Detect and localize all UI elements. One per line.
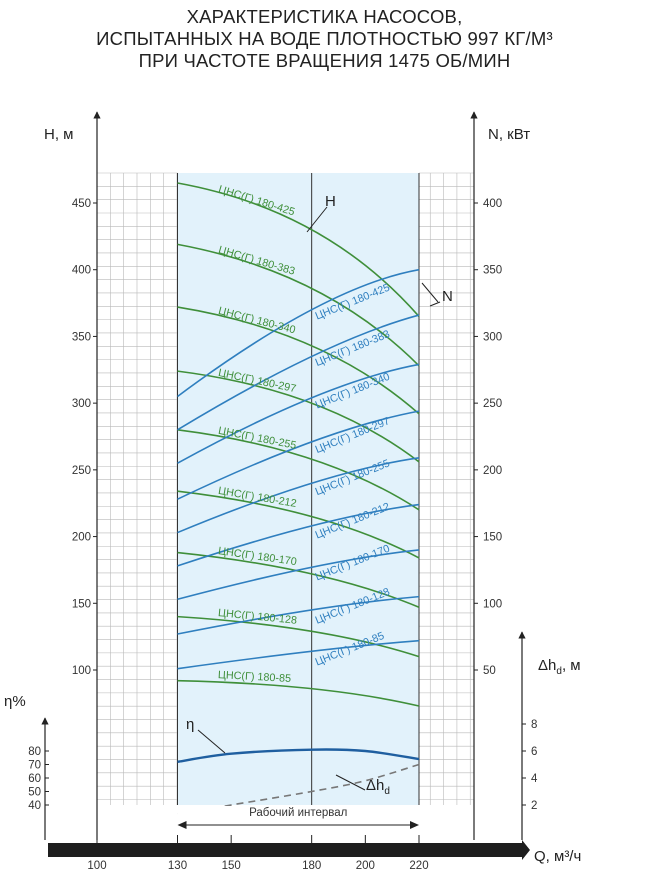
efficiency-tick-label: 80	[28, 746, 41, 758]
power-tick-label: 350	[483, 265, 502, 277]
power-tick-label: 150	[483, 532, 502, 544]
power-curve-2	[177, 363, 420, 464]
x-tick-label: 200	[356, 860, 375, 872]
head-curve-3	[177, 370, 420, 463]
head-tick-label: 350	[72, 331, 91, 343]
power-tick-label: 250	[483, 398, 502, 410]
npsh-marker-leader	[335, 774, 366, 791]
plot-background	[177, 173, 419, 805]
working-range-label: Рабочий интервал	[249, 807, 347, 819]
power-tick-label: 200	[483, 465, 502, 477]
head-curve-0	[177, 182, 420, 317]
power-curve-5	[177, 503, 420, 567]
head-curve-label-8: ЦНС(Г) 180-85	[218, 669, 292, 685]
power-tick-label: 100	[483, 598, 502, 610]
q-axis-title: Q, м³/ч	[534, 848, 581, 865]
head-axis-title: H, м	[44, 126, 73, 143]
power-curve-6	[177, 549, 420, 601]
title-line-2: ИСПЫТАННЫХ НА ВОДЕ ПЛОТНОСТЬЮ 997 КГ/М³	[96, 28, 553, 49]
head-tick-label: 400	[72, 265, 91, 277]
head-curve-4	[177, 429, 420, 511]
x-tick-label: 100	[87, 860, 106, 872]
npsh-tick-label: 6	[531, 746, 537, 758]
head-tick-label: 250	[72, 465, 91, 477]
power-curve-8	[177, 639, 420, 670]
power-curve-0	[177, 268, 420, 398]
efficiency-marker-leader	[197, 729, 226, 754]
axes	[41, 111, 530, 860]
head-tick-label: 450	[72, 198, 91, 210]
power-curve-1	[177, 314, 420, 431]
power-curve-7	[177, 595, 420, 635]
x-tick-label: 180	[302, 860, 321, 872]
head-curve-6	[177, 551, 420, 609]
head-tick-label: 200	[72, 532, 91, 544]
working-range-arrow-left	[177, 821, 187, 829]
grid	[96, 172, 474, 805]
x-tick-label: 150	[222, 860, 241, 872]
x-tick-label: 220	[409, 860, 428, 872]
npsh-tick-label: 2	[531, 800, 537, 812]
head-curve-8	[177, 679, 420, 707]
efficiency-curve	[177, 748, 420, 763]
efficiency-tick-label: 60	[28, 773, 41, 785]
head-curve-2	[177, 306, 420, 415]
efficiency-tick-label: 50	[28, 787, 41, 799]
power-tick-label: 400	[483, 198, 502, 210]
power-axis-title: N, кВт	[488, 126, 530, 143]
title-line-1: ХАРАКТЕРИСТИКА НАСОСОВ,	[186, 6, 463, 27]
npsh-tick-label: 4	[531, 773, 538, 785]
head-tick-label: 100	[72, 665, 91, 677]
npsh-marker: Δhd	[366, 777, 390, 797]
head-curve-5	[177, 490, 420, 559]
chart-title: ХАРАКТЕРИСТИКА НАСОСОВ, ИСПЫТАННЫХ НА ВО…	[0, 6, 649, 72]
power-marker-leader-2	[429, 301, 441, 307]
efficiency-tick-label: 70	[28, 760, 41, 772]
q-axis-arrow	[522, 840, 530, 860]
working-range-area	[177, 173, 419, 805]
npsh-axis-title: Δhd, м	[538, 657, 581, 677]
q-axis-bar	[48, 843, 522, 857]
npsh-tick-label: 8	[531, 719, 537, 731]
power-curve-3	[177, 410, 420, 500]
x-tick-label: 130	[168, 860, 187, 872]
power-tick-label: 50	[483, 665, 496, 677]
efficiency-tick-label: 40	[28, 800, 41, 812]
head-marker-leader	[306, 206, 328, 233]
power-tick-label: 300	[483, 331, 502, 343]
head-marker: H	[325, 193, 336, 210]
head-curve-1	[177, 243, 420, 367]
title-line-3: ПРИ ЧАСТОТЕ ВРАЩЕНИЯ 1475 ОБ/МИН	[138, 50, 511, 71]
power-marker-leader-1	[421, 282, 439, 303]
power-marker: N	[442, 288, 453, 305]
working-range-label-bg	[177, 806, 419, 818]
power-curve-4	[177, 457, 420, 534]
head-tick-label: 150	[72, 598, 91, 610]
working-range-arrow-right	[410, 821, 419, 829]
efficiency-marker: η	[186, 716, 194, 733]
head-tick-label: 300	[72, 398, 91, 410]
head-curve-7	[177, 615, 420, 658]
efficiency-axis-title: η%	[4, 693, 26, 710]
curves	[177, 182, 420, 816]
